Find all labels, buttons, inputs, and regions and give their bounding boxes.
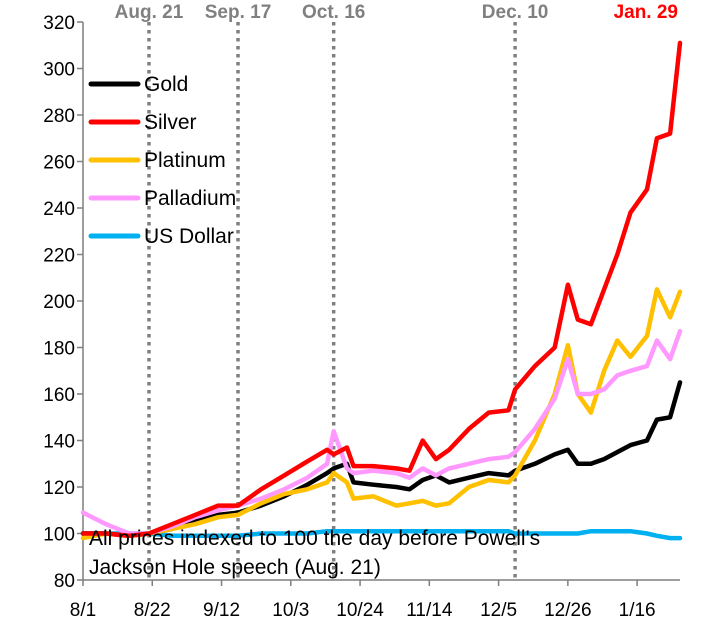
- y-tick-label: 120: [43, 478, 75, 499]
- series-line-platinum: [80, 287, 683, 541]
- y-tick-label: 240: [43, 199, 75, 220]
- y-tick-label: 100: [43, 525, 75, 546]
- event-label-2: Sep. 17: [205, 2, 272, 23]
- axes: 80 100 120 140 160 180 200 220 240 260 280 300 320 8/…: [43, 13, 680, 621]
- legend-label-palladium: Palladium: [144, 187, 236, 210]
- series-lines: [80, 40, 683, 541]
- event-label-5: Jan. 29: [614, 2, 678, 23]
- event-markers: Aug. 21 Sep. 17 Oct. 16 Dec. 10 Jan. 29: [115, 2, 678, 580]
- event-label-3: Oct. 16: [302, 2, 365, 23]
- x-tick-label: 8/1: [70, 600, 96, 621]
- legend-label-gold: Gold: [144, 73, 188, 96]
- y-tick-label: 220: [43, 246, 75, 267]
- x-tick-label: 11/14: [406, 600, 453, 621]
- legend-label-us-dollar: US Dollar: [144, 225, 234, 248]
- y-tick-label: 320: [43, 13, 75, 34]
- x-tick-label: 10/24: [336, 600, 384, 621]
- x-tick-label: 12/5: [480, 600, 517, 621]
- legend-label-platinum: Platinum: [144, 149, 226, 172]
- series-line-silver: [80, 40, 683, 539]
- series-line-us-dollar: [80, 528, 683, 541]
- event-label-1: Aug. 21: [115, 2, 184, 23]
- y-tick-label: 200: [43, 292, 75, 313]
- y-tick-label: 280: [43, 106, 75, 127]
- series-line-palladium: [80, 328, 683, 536]
- indexing-note: All prices indexed to 100 the day before…: [89, 527, 540, 579]
- legend-label-silver: Silver: [144, 111, 197, 134]
- y-tick-label: 140: [43, 432, 75, 453]
- y-tick-label: 260: [43, 153, 75, 174]
- annotation-line-1: All prices indexed to 100 the day before…: [89, 527, 540, 550]
- y-tick-label: 160: [43, 385, 75, 406]
- x-tick-label: 10/3: [272, 600, 309, 621]
- y-tick-label: 80: [54, 571, 75, 592]
- x-tick-label: 1/16: [619, 600, 656, 621]
- annotation-line-2: Jackson Hole speech (Aug. 21): [89, 556, 381, 579]
- event-label-4: Dec. 10: [482, 2, 549, 23]
- series-line-gold: [80, 380, 683, 539]
- y-tick-label: 180: [43, 339, 75, 360]
- y-tick-label: 300: [43, 60, 75, 81]
- legend: Gold Silver Platinum Palladium US Dollar: [88, 73, 236, 248]
- x-tick-label: 9/12: [203, 600, 240, 621]
- x-tick-label: 8/22: [134, 600, 171, 621]
- x-tick-label: 12/26: [544, 600, 592, 621]
